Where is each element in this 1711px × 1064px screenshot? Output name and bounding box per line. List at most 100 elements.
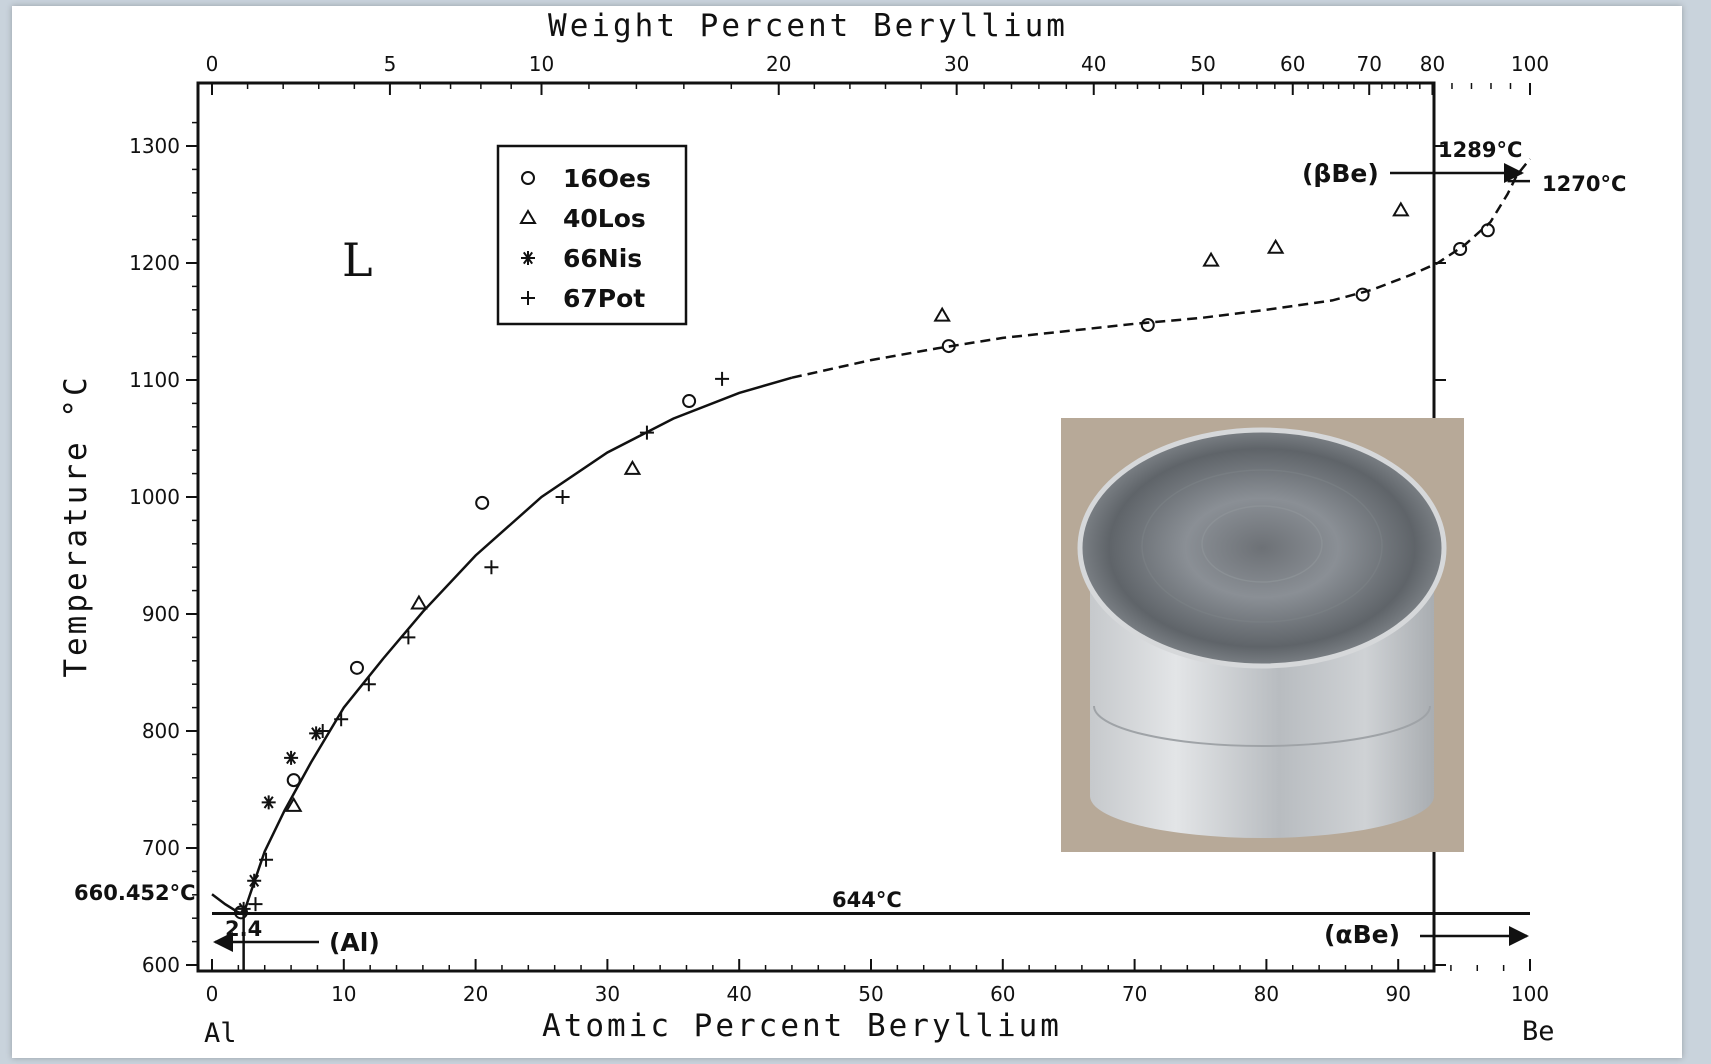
x-tick-label: 30: [595, 982, 620, 1006]
y-tick-label: 800: [142, 719, 180, 743]
top-tick-label: 100: [1511, 52, 1549, 76]
data-point-40Los: [1392, 201, 1410, 217]
cylinder-turning-mark: [1141, 469, 1383, 623]
top-tick-label: 70: [1356, 52, 1381, 76]
y-tick-label: 600: [142, 953, 180, 977]
data-point-16Oes: [1453, 241, 1468, 256]
liquidus-dashed-line: [791, 158, 1531, 379]
legend-label: 40Los: [563, 204, 646, 233]
x-tick-label: 50: [858, 982, 883, 1006]
alpha-be-label: (αBe): [1324, 920, 1400, 949]
triangle-marker: [284, 796, 303, 812]
be-melting-temp-label: 1289°C: [1438, 138, 1522, 162]
circle-marker: [1355, 287, 1370, 302]
top-tick-label: 10: [529, 52, 554, 76]
y-tick-label: 1000: [129, 485, 180, 509]
plus-marker: [259, 852, 274, 867]
plus-marker: [361, 677, 376, 692]
left-axis-title: Temperature °C: [58, 374, 94, 677]
bottom-axis-ticks: 0 10 20 30 40 50 60 70 80 90 100: [206, 959, 1549, 1006]
circle-marker: [941, 339, 956, 354]
triangle-marker: [1266, 238, 1285, 254]
data-point-40Los: [1202, 251, 1220, 267]
triangle-marker: [1202, 251, 1220, 267]
data-point-67Pot: [639, 425, 654, 440]
top-axis-title: Weight Percent Beryllium: [548, 8, 1068, 44]
top-tick-label: 40: [1081, 52, 1106, 76]
asterisk-marker: [236, 901, 251, 916]
legend-label: 66Nis: [563, 244, 642, 273]
top-tick-label: 60: [1280, 52, 1305, 76]
data-point-16Oes: [1355, 287, 1370, 302]
beta-be-label: (βBe): [1302, 159, 1379, 188]
al-phase-label: (Al): [329, 928, 380, 957]
plus-marker: [484, 560, 499, 575]
circle-marker: [475, 495, 490, 510]
figure-frame: 0 5 10 20 30 40 50 60 70 80 100 0 10 20 30 40 50 60 70 80 9…: [12, 6, 1682, 1058]
top-tick-label: 5: [384, 52, 397, 76]
circle-marker: [1453, 241, 1468, 256]
top-tick-label: 0: [206, 52, 219, 76]
eutectic-temp-label: 644°C: [832, 888, 902, 912]
top-tick-label: 20: [766, 52, 791, 76]
cylinder-seam: [1093, 705, 1431, 747]
phase-diagram-chart: 0 5 10 20 30 40 50 60 70 80 100 0 10 20 30 40 50 60 70 80 9…: [58, 8, 1626, 1049]
triangle-marker: [519, 209, 537, 224]
data-point-16Oes: [1480, 223, 1495, 238]
data-point-67Pot: [259, 852, 274, 867]
legend: 16Oes 40Los 66Nis 67Pot: [496, 144, 688, 326]
circle-marker: [521, 171, 535, 185]
data-point-67Pot: [715, 371, 730, 386]
data-point-16Oes: [1140, 318, 1155, 333]
al-melting-temp-label: 660.452°C: [74, 881, 196, 905]
data-point-66Nis: [236, 901, 251, 916]
data-point-16Oes: [682, 394, 697, 409]
data-point-66Nis: [284, 750, 299, 765]
metal-cylinder-photo: [1061, 418, 1464, 852]
legend-marker-67Pot: [521, 291, 535, 305]
asterisk-marker: [261, 795, 276, 810]
data-point-40Los: [1266, 238, 1285, 254]
circle-marker: [349, 660, 364, 675]
plus-marker: [639, 425, 654, 440]
legend-label: 16Oes: [563, 164, 651, 193]
y-tick-label: 700: [142, 836, 180, 860]
x-tick-label: 100: [1511, 982, 1549, 1006]
plus-marker: [401, 630, 416, 645]
data-points: [233, 201, 1495, 920]
x-tick-label: 10: [331, 982, 356, 1006]
data-point-40Los: [933, 306, 951, 322]
data-point-67Pot: [315, 724, 330, 738]
x-tick-label: 70: [1122, 982, 1147, 1006]
data-point-66Nis: [247, 873, 262, 888]
x-tick-label: 60: [990, 982, 1015, 1006]
cylinder-top: [1077, 427, 1447, 669]
plus-marker: [555, 490, 570, 504]
data-point-40Los: [623, 459, 642, 475]
data-point-67Pot: [484, 560, 499, 575]
data-point-16Oes: [349, 660, 364, 675]
triangle-marker: [410, 594, 428, 610]
triangle-marker: [1392, 201, 1410, 217]
circle-marker: [682, 394, 697, 409]
triangle-marker: [623, 459, 642, 475]
data-point-67Pot: [555, 490, 570, 504]
data-point-40Los: [284, 796, 303, 812]
plus-marker: [521, 291, 535, 305]
data-point-66Nis: [261, 795, 276, 810]
top-axis-ticks: 0 5 10 20 30 40 50 60 70 80 100: [206, 52, 1549, 95]
asterisk-marker: [521, 251, 535, 265]
data-point-66Nis: [309, 726, 324, 741]
top-tick-label: 30: [944, 52, 969, 76]
data-point-67Pot: [401, 630, 416, 645]
data-point-67Pot: [361, 677, 376, 692]
y-tick-label: 1300: [129, 134, 180, 158]
data-point-67Pot: [334, 712, 349, 727]
x-tick-label: 90: [1385, 982, 1410, 1006]
triangle-marker: [933, 306, 951, 322]
cylinder-turning-mark-inner: [1201, 505, 1323, 583]
legend-label: 67Pot: [563, 284, 645, 313]
asterisk-marker: [247, 873, 262, 888]
circle-marker: [1140, 318, 1155, 333]
top-tick-label: 80: [1420, 52, 1445, 76]
